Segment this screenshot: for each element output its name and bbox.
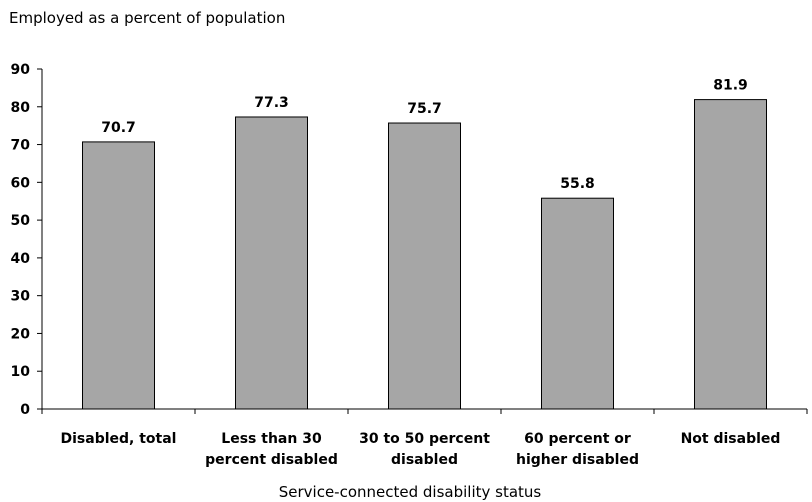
y-axis-title: Employed as a percent of population xyxy=(9,9,285,27)
y-tick-label: 50 xyxy=(11,213,31,229)
category-label: Less than 30 xyxy=(221,431,322,447)
bar xyxy=(388,122,461,410)
category-label: 60 percent or xyxy=(524,431,631,447)
y-tick-label: 10 xyxy=(11,364,31,380)
bar xyxy=(541,197,614,410)
y-tick-label: 30 xyxy=(11,289,31,305)
data-label: 81.9 xyxy=(713,78,748,94)
category-label: Not disabled xyxy=(681,431,781,447)
y-tick-label: 90 xyxy=(11,62,31,78)
category-label: disabled xyxy=(391,452,458,468)
y-tick-label: 20 xyxy=(11,326,31,342)
data-label: 77.3 xyxy=(254,95,289,111)
category-label: higher disabled xyxy=(516,452,639,468)
category-label: percent disabled xyxy=(205,452,338,468)
y-tick-label: 40 xyxy=(11,251,31,267)
y-tick-label: 0 xyxy=(20,402,30,418)
y-tick-label: 60 xyxy=(11,175,31,191)
x-axis-title: Service-connected disability status xyxy=(279,483,542,501)
category-label: 30 to 50 percent xyxy=(359,431,490,447)
bar xyxy=(694,99,767,410)
y-tick-label: 70 xyxy=(11,138,31,154)
bar xyxy=(82,141,155,410)
category-label: Disabled, total xyxy=(61,431,177,447)
bar xyxy=(235,116,308,410)
data-label: 75.7 xyxy=(407,101,442,117)
data-label: 55.8 xyxy=(560,176,595,192)
data-label: 70.7 xyxy=(101,120,136,136)
plot-area: 0 10 20 30 40 50 60 70 80 90 70.7 Disabled, total 77… xyxy=(11,62,808,468)
y-tick-label: 80 xyxy=(11,100,31,116)
